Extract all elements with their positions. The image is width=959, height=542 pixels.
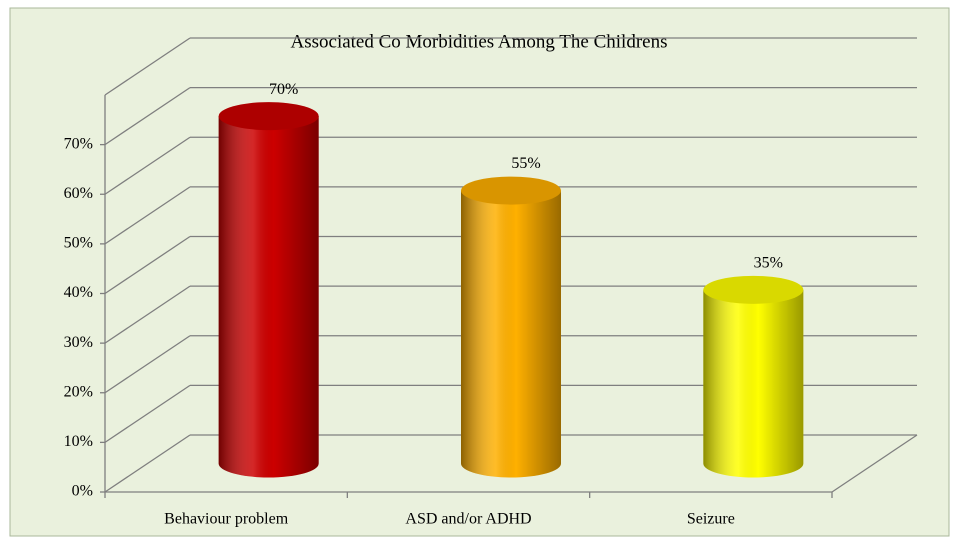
- bar-shade: [461, 190, 561, 478]
- bar: [461, 176, 561, 478]
- y-tick-label: 40%: [64, 284, 93, 301]
- bar-shade: [218, 116, 319, 478]
- value-label: 70%: [269, 81, 298, 98]
- bar: [218, 102, 319, 478]
- y-tick-label: 10%: [64, 433, 93, 450]
- x-tick-label: Behaviour problem: [164, 511, 289, 528]
- bar: [703, 275, 804, 478]
- y-tick-label: 20%: [64, 383, 93, 400]
- x-tick-label: ASD and/or ADHD: [405, 511, 531, 528]
- chart-title: Associated Co Morbidities Among The Chil…: [291, 31, 668, 52]
- marks: Behaviour problem 70% ASD and/or ADHD 55% Se…: [164, 81, 804, 528]
- x-tick-label: Seizure: [687, 511, 735, 528]
- y-tick-label: 30%: [64, 334, 93, 351]
- grid-line: [104, 186, 191, 245]
- bar-top-shade: [703, 275, 804, 304]
- y-tick-label: 70%: [64, 135, 93, 152]
- y-tick-label: 60%: [64, 185, 93, 202]
- y-tick-label: 0%: [72, 483, 93, 500]
- grid-line: [104, 384, 191, 443]
- grid-line: [104, 87, 191, 146]
- floor-edge: [831, 434, 918, 493]
- wall-top: [104, 37, 191, 96]
- bar-top: [703, 275, 804, 304]
- grid-line: [104, 335, 191, 394]
- value-label: 35%: [754, 254, 783, 271]
- bar-top: [218, 102, 319, 131]
- bar-top-shade: [461, 176, 561, 205]
- grid-line: [104, 285, 191, 344]
- bar-top-shade: [218, 102, 319, 131]
- bar-top: [461, 176, 561, 205]
- grid-line: [104, 235, 191, 295]
- grid-line: [104, 136, 191, 195]
- grid-line: [104, 434, 191, 493]
- value-label: 55%: [511, 155, 540, 172]
- bar-shade: [703, 289, 804, 478]
- y-tick-label: 50%: [64, 235, 93, 252]
